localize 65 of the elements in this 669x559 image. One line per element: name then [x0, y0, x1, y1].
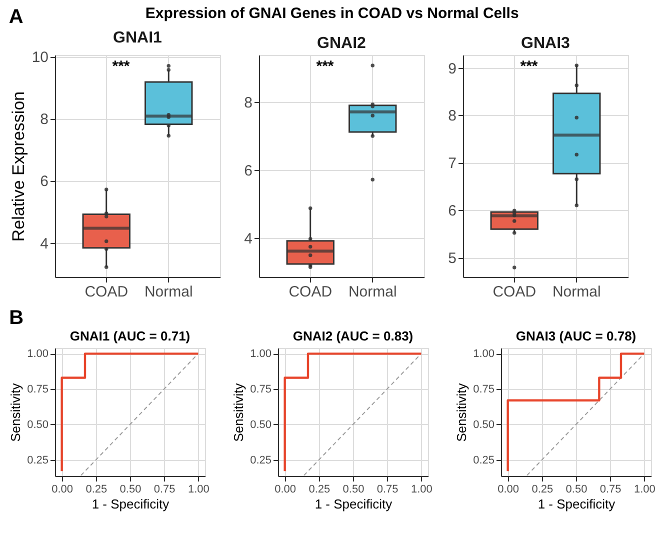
y-tick-label: 4	[244, 230, 252, 248]
x-tick-label: 0.25	[308, 484, 330, 496]
y-tick-label: 0.50	[250, 418, 272, 431]
x-tick-label: COAD	[84, 284, 128, 300]
x-tick-label: COAD	[288, 284, 332, 300]
annotation: ***	[316, 58, 334, 75]
chart-title: GNAI2 (AUC = 0.83)	[292, 328, 414, 344]
x-tick-label: 0.50	[120, 484, 142, 496]
y-tick-label: 0.25	[473, 454, 494, 466]
y-axis-title: Sensitivity	[8, 382, 24, 442]
x-axis-title: 1 - Specificity	[92, 496, 170, 512]
x-tick-label: 1.00	[410, 484, 432, 496]
x-tick-label: 1.00	[188, 484, 210, 496]
y-tick-label: 6	[40, 173, 48, 190]
chart-title: GNAI1 (AUC = 0.71)	[70, 328, 190, 344]
y-tick-label: 0.75	[250, 384, 272, 396]
line-series	[506, 352, 646, 472]
x-tick-label: Normal	[144, 284, 193, 300]
x-tick-label: 0.25	[532, 484, 554, 496]
y-tick-label: 1.00	[250, 348, 272, 360]
x-tick-label: COAD	[492, 284, 536, 300]
y-axis-title: Sensitivity	[454, 382, 470, 442]
y-tick-label: 5	[448, 250, 456, 268]
x-tick-label: Normal	[348, 284, 397, 300]
y-tick-label: 10	[32, 49, 48, 66]
chart-title: GNAI1	[113, 30, 162, 47]
annotation: ***	[520, 58, 538, 75]
y-axis-title: Sensitivity	[231, 382, 246, 442]
y-tick-label: 1.00	[473, 348, 494, 360]
y-tick-label: 0.50	[473, 418, 494, 431]
y-tick-label: 8	[40, 111, 48, 128]
x-tick-label: 0.25	[86, 484, 108, 496]
annotation: ***	[112, 58, 130, 75]
y-tick-label: 4	[40, 235, 48, 252]
x-axis-title: 1 - Specificity	[314, 496, 393, 512]
y-tick-label: 6	[244, 162, 252, 180]
y-tick-label: 1.00	[27, 348, 48, 360]
chart-title: GNAI3	[521, 35, 570, 52]
y-axis-title: Relative Expression	[8, 91, 28, 242]
y-tick-label: 0.75	[473, 384, 494, 396]
x-tick-label: 0.75	[154, 484, 176, 496]
x-tick-label: Normal	[552, 284, 601, 300]
y-tick-label: 8	[244, 94, 252, 112]
x-tick-label: 0.75	[376, 484, 398, 496]
x-axis-title: 1 - Specificity	[538, 496, 616, 512]
y-tick-label: 6	[448, 202, 456, 220]
chart-title: GNAI3 (AUC = 0.78)	[516, 328, 636, 344]
y-tick-label: 7	[448, 155, 456, 172]
text: A	[8, 6, 24, 28]
y-tick-label: 9	[448, 60, 456, 78]
x-tick-label: 1.00	[634, 484, 656, 496]
text: Expression of GNAI Genes in COAD vs Normal Cells	[145, 5, 519, 22]
x-tick-label: 0.00	[52, 484, 74, 496]
y-tick-label: 8	[448, 108, 456, 125]
y-tick-label: 0.25	[27, 454, 48, 466]
x-tick-label: 0.50	[566, 484, 588, 496]
text: B	[9, 307, 24, 330]
y-tick-label: 0.50	[27, 418, 48, 431]
y-tick-label: 0.75	[27, 384, 48, 396]
x-tick-label: 0.75	[600, 484, 622, 496]
chart-title: GNAI2	[317, 35, 366, 52]
x-tick-label: 0.50	[342, 484, 364, 496]
x-tick-label: 0.00	[274, 484, 296, 496]
x-tick-label: 0.00	[498, 484, 520, 496]
y-tick-label: 0.25	[250, 454, 272, 466]
